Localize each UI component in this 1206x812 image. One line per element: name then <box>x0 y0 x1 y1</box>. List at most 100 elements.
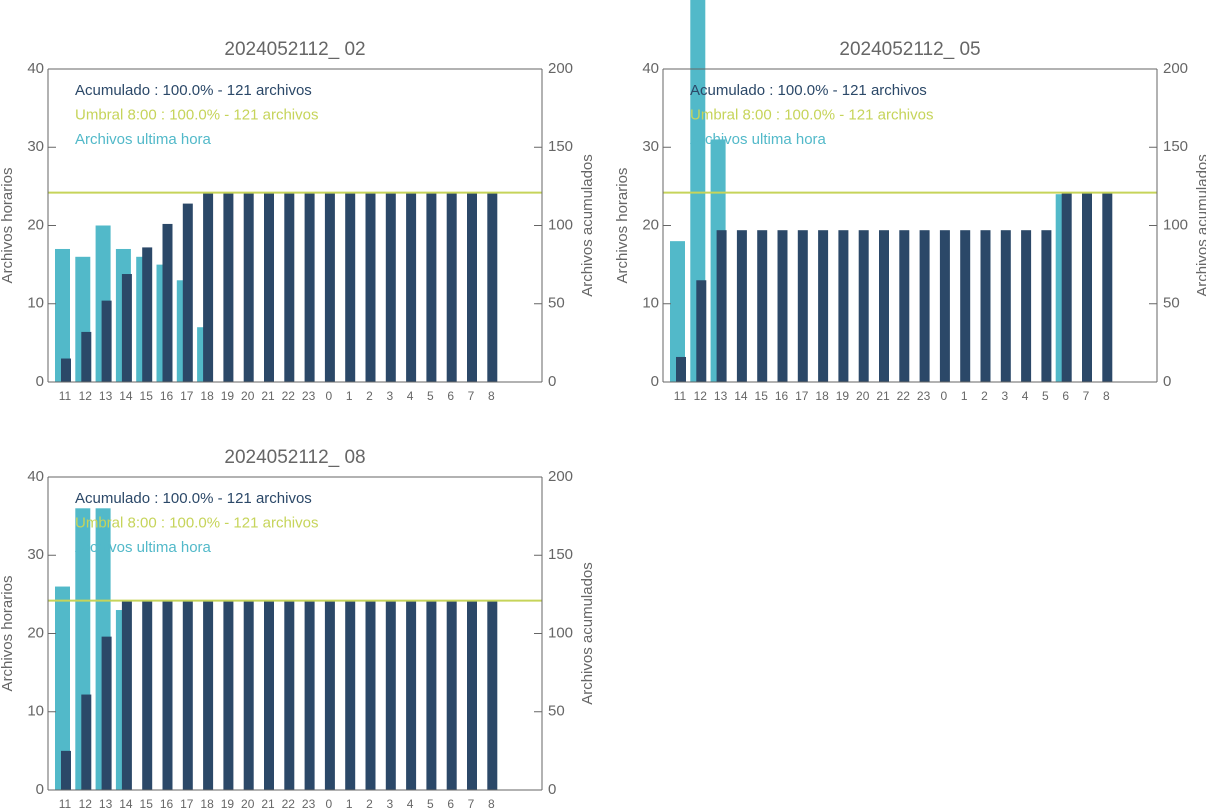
x-tick-label: 17 <box>180 389 194 403</box>
y-tick-label: 20 <box>27 624 44 641</box>
bar <box>1041 230 1052 382</box>
x-tick-label: 19 <box>221 389 235 403</box>
bar <box>487 600 498 790</box>
x-tick-label: 5 <box>1042 389 1049 403</box>
panel-title: 2024052112_ 02 <box>224 39 365 60</box>
x-tick-label: 11 <box>674 389 687 403</box>
y-axis-label: Archivos horarios <box>0 168 16 284</box>
bar <box>446 192 457 382</box>
y-tick-label: 30 <box>27 138 44 155</box>
y2-tick-label: 50 <box>548 295 565 312</box>
bar <box>670 241 685 382</box>
bar <box>284 600 295 790</box>
y2-tick-label: 50 <box>1163 295 1180 312</box>
x-tick-label: 18 <box>200 797 214 811</box>
x-tick-label: 21 <box>261 797 275 811</box>
x-tick-label: 7 <box>468 389 475 403</box>
x-tick-label: 16 <box>160 389 174 403</box>
bar <box>55 248 70 382</box>
x-tick-label: 13 <box>714 389 728 403</box>
x-tick-label: 8 <box>1103 389 1110 403</box>
x-tick-label: 8 <box>488 797 495 811</box>
bar <box>284 192 295 382</box>
x-tick-label: 22 <box>282 797 296 811</box>
bar <box>304 600 315 790</box>
x-tick-label: 12 <box>79 797 93 811</box>
y2-tick-label: 50 <box>548 703 565 720</box>
legend-entry: Acumulado : 100.0% - 121 archivos <box>690 82 927 99</box>
bar <box>243 600 254 790</box>
bar <box>467 192 477 382</box>
x-tick-label: 23 <box>302 797 316 811</box>
y-tick-label: 0 <box>36 373 44 390</box>
x-tick-label: 13 <box>99 389 113 403</box>
bar <box>121 600 132 790</box>
x-tick-label: 19 <box>221 797 235 811</box>
bar <box>757 230 768 382</box>
x-tick-label: 2 <box>981 389 988 403</box>
bar <box>385 192 396 382</box>
bar <box>61 750 71 790</box>
bar <box>858 230 869 382</box>
y2-axis-label: Archivos acumulados <box>579 562 596 705</box>
bar <box>736 230 747 382</box>
x-tick-label: 19 <box>836 389 850 403</box>
x-tick-label: 16 <box>160 797 174 811</box>
x-tick-label: 20 <box>241 389 255 403</box>
bar <box>243 192 254 382</box>
x-tick-label: 7 <box>1083 389 1090 403</box>
y2-tick-label: 100 <box>548 624 573 641</box>
bar <box>142 600 153 790</box>
x-tick-label: 17 <box>795 389 809 403</box>
y2-tick-label: 200 <box>548 468 573 485</box>
bar <box>1082 192 1092 382</box>
legend-entry: Umbral 8:00 : 100.0% - 121 archivos <box>75 514 318 531</box>
x-tick-label: 4 <box>407 797 414 811</box>
bar <box>716 230 727 382</box>
bar <box>777 230 788 382</box>
bar <box>55 586 70 790</box>
bar <box>426 192 437 382</box>
bar <box>960 230 971 382</box>
y-tick-label: 40 <box>27 60 44 77</box>
y2-tick-label: 200 <box>548 60 573 77</box>
bar <box>1061 192 1072 382</box>
x-tick-label: 4 <box>1022 389 1029 403</box>
x-tick-label: 11 <box>59 389 72 403</box>
bar <box>101 300 112 382</box>
bar <box>1021 230 1032 382</box>
bar <box>487 192 498 382</box>
bar <box>142 247 153 382</box>
x-tick-label: 6 <box>447 389 454 403</box>
y-axis-label: Archivos horarios <box>0 576 16 692</box>
bar <box>939 230 950 382</box>
y2-tick-label: 100 <box>1163 216 1188 233</box>
x-tick-label: 0 <box>941 389 948 403</box>
x-tick-label: 21 <box>261 389 275 403</box>
bar <box>797 230 808 382</box>
y2-tick-label: 0 <box>1163 373 1171 390</box>
x-tick-label: 0 <box>326 389 333 403</box>
x-tick-label: 16 <box>775 389 789 403</box>
x-tick-label: 8 <box>488 389 495 403</box>
bar <box>446 600 457 790</box>
x-tick-label: 23 <box>917 389 931 403</box>
bar <box>406 192 417 382</box>
legend-entry: Archivos ultima hora <box>690 131 827 148</box>
x-tick-label: 22 <box>897 389 911 403</box>
x-tick-label: 1 <box>961 389 968 403</box>
x-tick-label: 3 <box>386 797 393 811</box>
y-tick-label: 40 <box>27 468 44 485</box>
x-tick-label: 4 <box>407 389 414 403</box>
x-tick-label: 22 <box>282 389 296 403</box>
bar <box>345 192 356 382</box>
bar <box>61 358 71 382</box>
bar <box>223 192 234 382</box>
x-tick-label: 1 <box>346 797 353 811</box>
bar <box>696 280 707 382</box>
x-tick-label: 18 <box>815 389 829 403</box>
y2-tick-label: 150 <box>548 546 573 563</box>
bar <box>406 600 417 790</box>
bar <box>182 203 193 382</box>
